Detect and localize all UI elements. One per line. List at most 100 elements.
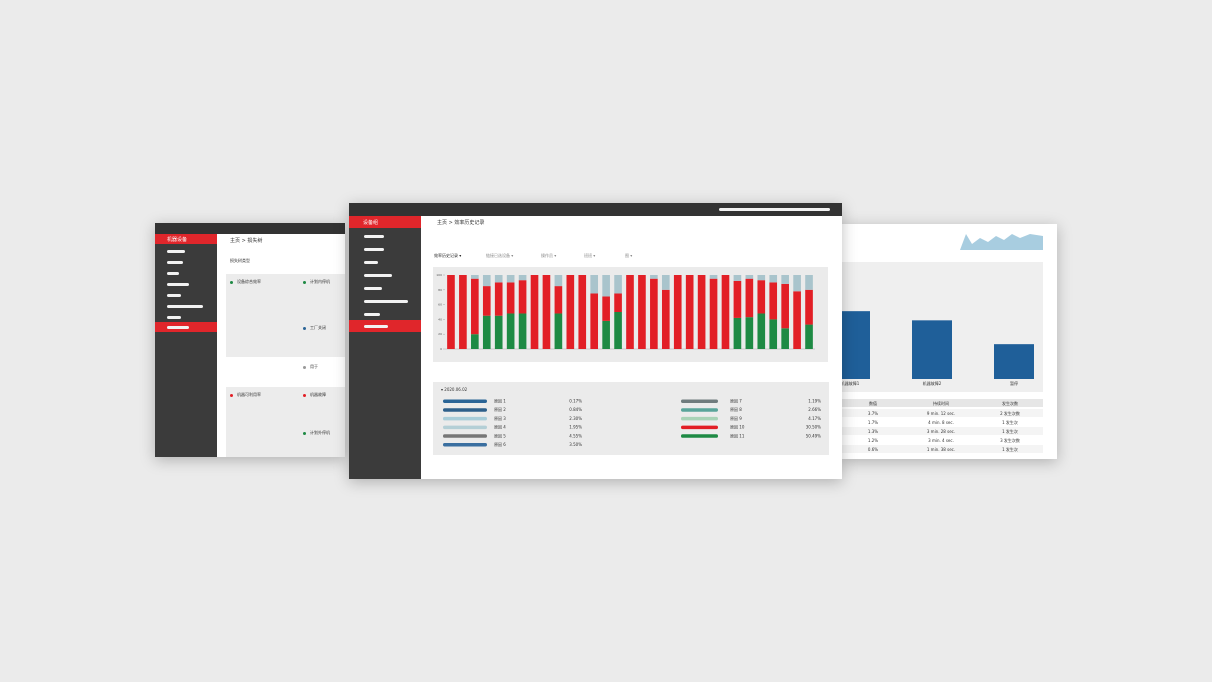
- filter-dropdown[interactable]: 班班 ▾: [584, 253, 596, 258]
- bar-segment: [685, 275, 694, 349]
- breadcrumb: 主页 > 效率历史记录: [437, 220, 485, 226]
- bar-segment: [482, 315, 491, 349]
- downtime-window: 机器故障1 机器故障2 暂停 数值 持续时间 发生次数 3.7% 9 min. 12 sec…: [840, 224, 1057, 459]
- bar-segment: [673, 275, 682, 349]
- bar-segment: [614, 275, 622, 294]
- bar-segment: [697, 275, 706, 349]
- bar-segment: [506, 313, 515, 349]
- bar-segment: [781, 283, 789, 329]
- legend-swatch: [443, 399, 487, 403]
- legend-name: 原因 4: [494, 425, 506, 430]
- filter-dropdown[interactable]: 效率历史记录 ▾: [434, 253, 462, 258]
- legend-date: ▾ 2020.06.02: [441, 387, 468, 392]
- legend-swatch: [443, 434, 487, 438]
- table-row: 1.3% 3 min. 28 sec. 1 发生次: [840, 427, 1043, 435]
- bar-segment: [709, 275, 718, 279]
- x-tick-label: 暂停: [1010, 380, 1018, 386]
- legend-name: 原因 7: [730, 399, 742, 404]
- bar-segment: [542, 275, 551, 349]
- bar-segment: [650, 275, 658, 279]
- table-row: 数值 持续时间 发生次数: [840, 399, 1043, 407]
- bar-segment: [709, 278, 718, 349]
- legend-value: 4.55%: [569, 433, 582, 438]
- bar-segment: [733, 275, 742, 281]
- bar-segment: [757, 275, 766, 281]
- bar-segment: [506, 282, 515, 314]
- legend-swatch: [681, 399, 718, 403]
- bar-segment: [447, 275, 455, 349]
- legend-swatch: [681, 425, 718, 430]
- table-row: 1.7% 4 min. 8 sec. 1 发生次: [840, 418, 1043, 426]
- bar-segment: [506, 275, 515, 283]
- bar-segment: [471, 278, 479, 335]
- sidebar: 设备组: [349, 216, 421, 479]
- table-cell: 1 发生次: [1002, 447, 1018, 452]
- tree-node: 计划内停机: [303, 279, 330, 285]
- table-cell: 1 min. 38 sec.: [926, 447, 956, 452]
- filter-dropdown[interactable]: 链接已选设备 ▾: [486, 253, 514, 258]
- legend-name: 原因 5: [494, 433, 506, 438]
- bar-segment: [602, 275, 610, 297]
- tree-node: 工厂关闭: [303, 325, 326, 331]
- bar-segment: [590, 275, 599, 294]
- x-tick-label: 机器故障2: [923, 380, 942, 386]
- bar: [912, 320, 952, 379]
- bar-segment: [769, 275, 778, 283]
- bar-segment: [614, 293, 622, 312]
- legend-value: 3.50%: [569, 442, 582, 447]
- bar-segment: [482, 286, 491, 316]
- bar-segment: [578, 275, 587, 349]
- sidebar-item[interactable]: 机器设备: [155, 234, 217, 244]
- sidebar-item[interactable]: [155, 322, 217, 332]
- y-tick-label: 60: [438, 303, 442, 307]
- bar-segment: [661, 275, 670, 290]
- bar-segment: [769, 319, 778, 349]
- legend-swatch: [443, 408, 487, 412]
- legend-value: 30.50%: [806, 425, 821, 430]
- table-row: 0.6% 1 min. 38 sec. 1 发生次: [840, 445, 1043, 453]
- table-cell: 1 发生次: [1002, 429, 1018, 434]
- filter-dropdown[interactable]: 操作员 ▾: [541, 253, 557, 258]
- bar-segment: [745, 275, 754, 279]
- table-cell: 发生次数: [1002, 401, 1018, 406]
- bar-segment: [482, 275, 491, 287]
- bar-segment: [638, 275, 646, 349]
- tree-node: 机器可利用率: [230, 392, 261, 398]
- bar-segment: [471, 334, 479, 349]
- legend-value: 4.17%: [808, 416, 821, 421]
- loss-tree-window: 机器设备 主页 > 损失树 损失树类型 设备综合效率 机器可利用率 计划内停机 工厂关…: [155, 223, 345, 457]
- table-cell: 3 发生次数: [1000, 438, 1020, 443]
- table-cell: 1.3%: [867, 429, 879, 434]
- legend-name: 原因 2: [494, 407, 506, 412]
- sidebar-item[interactable]: 设备组: [349, 216, 421, 228]
- bar-segment: [781, 328, 789, 349]
- y-tick-label: 0: [440, 347, 442, 351]
- table-cell: 持续时间: [933, 401, 949, 406]
- bar-segment: [602, 296, 610, 321]
- legend-value: 2.66%: [808, 407, 821, 412]
- breadcrumb: 主页 > 损失树: [230, 238, 263, 244]
- y-tick-label: 100: [436, 273, 442, 277]
- bar-segment: [793, 291, 801, 349]
- bar-segment: [494, 282, 503, 316]
- bar-segment: [757, 313, 766, 349]
- table-cell: 4 min. 8 sec.: [928, 420, 954, 425]
- bar-segment: [494, 275, 503, 283]
- efficiency-chart: 0 20 40 60 80 100 原因 1 0.17% 原因 2 0.84% 原因 3 2.30% 原…: [433, 267, 829, 455]
- legend-swatch: [681, 434, 718, 438]
- legend-value: 1.19%: [808, 399, 821, 404]
- table-cell: 9 min. 12 sec.: [926, 411, 956, 416]
- bar-segment: [590, 293, 599, 349]
- section-label: 损失树类型: [230, 258, 250, 263]
- legend-name: 原因 3: [494, 416, 506, 421]
- sidebar-item[interactable]: [349, 320, 421, 332]
- tree-node: 用于: [303, 364, 318, 370]
- bar-segment: [769, 282, 778, 320]
- tree-node: 机器故障: [303, 392, 326, 398]
- bar-segment: [614, 312, 622, 349]
- sidebar-label: 机器设备: [167, 237, 188, 243]
- filter-dropdown[interactable]: 图 ▾: [625, 253, 633, 258]
- bar-segment: [805, 275, 813, 290]
- legend-name: 原因 11: [730, 433, 745, 438]
